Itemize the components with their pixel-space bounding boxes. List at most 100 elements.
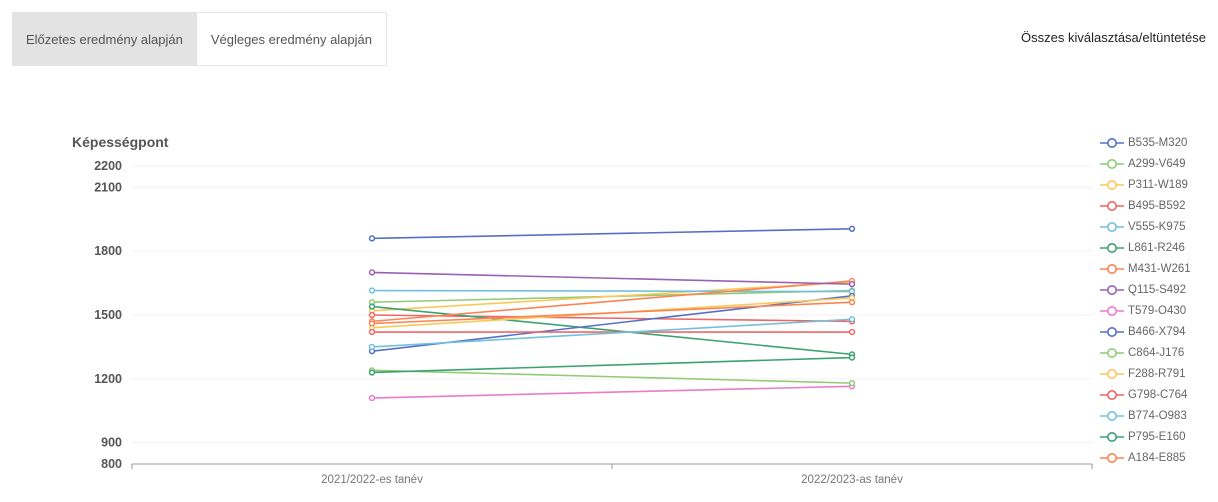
legend-label: P311-W189 [1128, 178, 1188, 191]
result-tabs: Előzetes eredmény alapján Végleges eredm… [12, 12, 387, 66]
legend-circle-icon [1100, 221, 1124, 232]
legend-item[interactable]: V555-K975 [1098, 216, 1216, 237]
series-line-T579-O430[interactable] [371, 385, 853, 399]
legend-circle-mark [1107, 179, 1117, 190]
y-tick-label: 900 [101, 436, 122, 450]
legend-circle-mark [1107, 200, 1117, 211]
legend-item[interactable]: B466-X794 [1098, 321, 1216, 342]
legend-item[interactable]: C864-J176 [1098, 342, 1216, 363]
legend-item[interactable]: L861-R246 [1098, 237, 1216, 258]
y-tick-label: 2100 [94, 180, 122, 194]
data-point-P795-E160[interactable] [368, 369, 376, 376]
legend-label: Q115-S492 [1128, 283, 1186, 296]
legend-item[interactable]: T579-O430 [1098, 300, 1216, 321]
legend-circle-icon [1100, 284, 1124, 295]
legend-label: B774-O983 [1128, 409, 1187, 422]
data-point-V555-K975[interactable] [368, 287, 376, 294]
data-point-L861-R246[interactable] [368, 303, 376, 310]
y-axis-title: Képességpont [72, 134, 169, 150]
data-point-B774-O983[interactable] [368, 343, 376, 351]
series-line-V555-K975[interactable] [371, 289, 853, 293]
legend-item[interactable]: P311-W189 [1098, 174, 1216, 195]
legend-item[interactable]: F288-R791 [1098, 363, 1216, 384]
legend-circle-icon [1100, 452, 1124, 463]
data-point-G798-C764[interactable] [848, 328, 856, 336]
series-line-B495-B592[interactable] [371, 314, 853, 323]
legend-circle-icon [1100, 263, 1124, 274]
x-tick-label: 2021/2022-es tanév [321, 474, 423, 486]
legend-circle-mark [1107, 284, 1117, 295]
data-point-A184-E885[interactable] [848, 299, 856, 306]
legend-label: G798-C764 [1128, 388, 1188, 401]
legend-circle-icon [1100, 158, 1124, 169]
legend-circle-icon [1100, 347, 1124, 358]
legend-circle-mark [1107, 137, 1117, 148]
y-tick-label: 800 [101, 457, 122, 471]
legend-item[interactable]: G798-C764 [1098, 384, 1216, 405]
y-tick-label: 1500 [94, 308, 122, 322]
legend-circle-mark [1107, 221, 1117, 232]
series-line-A184-E885[interactable] [371, 301, 853, 325]
data-point-P795-E160[interactable] [848, 354, 856, 361]
legend-circle-icon [1100, 305, 1124, 316]
tab-preliminary-result[interactable]: Előzetes eredmény alapján [12, 12, 197, 66]
data-point-Q115-S492[interactable] [368, 269, 376, 276]
data-point-Q115-S492[interactable] [848, 280, 856, 288]
legend-circle-mark [1107, 263, 1117, 274]
x-tick-label: 2022/2023-as tanév [801, 474, 903, 486]
legend-label: B535-M320 [1128, 136, 1188, 149]
tab-final-result[interactable]: Végleges eredmény alapján [196, 12, 387, 66]
series-line-Q115-S492[interactable] [371, 271, 853, 285]
legend-label: B466-X794 [1128, 325, 1186, 338]
select-toggle-all-button[interactable]: Összes kiválasztása/eltüntetése [1021, 30, 1206, 45]
legend-circle-icon [1100, 242, 1124, 253]
legend-item[interactable]: B774-O983 [1098, 405, 1216, 426]
legend-label: M431-W261 [1128, 262, 1191, 275]
legend-item[interactable]: B535-M320 [1098, 132, 1216, 153]
legend-item[interactable]: A299-V649 [1098, 153, 1216, 174]
legend-circle-mark [1107, 158, 1117, 169]
data-point-G798-C764[interactable] [368, 328, 376, 336]
legend-label: T579-O430 [1128, 304, 1187, 317]
y-tick-label: 1800 [94, 244, 122, 258]
series-line-P311-W189[interactable] [371, 281, 853, 312]
legend-item[interactable]: B495-B592 [1098, 195, 1216, 216]
legend-circle-mark [1107, 452, 1117, 463]
legend-circle-mark [1107, 431, 1117, 442]
legend-circle-icon [1100, 326, 1124, 337]
legend-label: F288-R791 [1128, 367, 1186, 380]
data-point-B535-M320[interactable] [848, 225, 856, 232]
legend-item[interactable]: P795-E160 [1098, 426, 1216, 447]
legend-label: A299-V649 [1128, 157, 1186, 170]
legend-label: A184-E885 [1128, 451, 1186, 464]
series-line-B774-O983[interactable] [371, 318, 853, 348]
legend-circle-icon [1100, 179, 1124, 190]
chart-legend: B535-M320 A299-V649 P311-W189 B495-B592 V555… [1098, 132, 1216, 468]
legend-label: P795-E160 [1128, 430, 1186, 443]
data-point-B535-M320[interactable] [368, 235, 376, 242]
legend-circle-mark [1107, 326, 1117, 337]
series-line-B535-M320[interactable] [371, 227, 853, 240]
legend-circle-icon [1100, 137, 1124, 148]
data-point-B774-O983[interactable] [848, 316, 856, 323]
legend-circle-icon [1100, 200, 1124, 211]
data-point-B495-B592[interactable] [368, 311, 376, 319]
series-line-C864-J176[interactable] [371, 369, 853, 384]
legend-item[interactable]: Q115-S492 [1098, 279, 1216, 300]
data-point-A184-E885[interactable] [368, 320, 376, 327]
legend-item[interactable]: A184-E885 [1098, 447, 1216, 468]
legend-item[interactable]: M431-W261 [1098, 258, 1216, 279]
legend-circle-icon [1100, 389, 1124, 400]
y-tick-label: 1200 [94, 372, 122, 386]
legend-circle-mark [1107, 368, 1117, 379]
data-point-T579-O430[interactable] [368, 394, 376, 402]
y-tick-label: 2200 [94, 159, 122, 173]
series-line-P795-E160[interactable] [371, 356, 853, 374]
data-point-C864-J176[interactable] [848, 379, 856, 387]
legend-circle-mark [1107, 389, 1117, 400]
legend-circle-icon [1100, 410, 1124, 421]
legend-circle-mark [1107, 242, 1117, 253]
legend-circle-icon [1100, 368, 1124, 379]
legend-circle-mark [1107, 410, 1117, 421]
series-line-M431-W261[interactable] [371, 280, 853, 323]
